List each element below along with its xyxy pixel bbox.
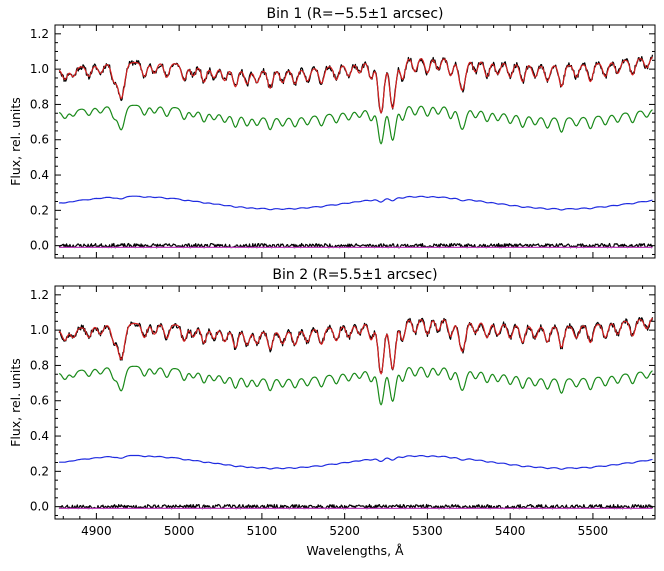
x-tick-label: 5400 — [495, 524, 526, 538]
y-tick-label: 0.8 — [30, 358, 49, 372]
y-tick-label: 0.2 — [30, 203, 49, 217]
series-line-0 — [58, 317, 654, 374]
series-line-4 — [58, 503, 654, 510]
y-tick-label: 0.0 — [30, 500, 49, 514]
y-tick-label: 1.0 — [30, 62, 49, 76]
y-tick-label: 0.4 — [30, 168, 49, 182]
series-line-2 — [58, 365, 653, 406]
y-tick-label: 1.0 — [30, 323, 49, 337]
y-axis-label: Flux, rel. units — [8, 97, 23, 186]
x-tick-label: 5000 — [164, 524, 195, 538]
panel-bin-2: 4900 5000 5100 5200 5300 5400 5500 0.0 0.2 0.4 0.6… — [8, 267, 656, 558]
y-tick-label: 1.2 — [30, 27, 49, 41]
y-tick-label: 0.4 — [30, 429, 49, 443]
y-tick-label: 0.6 — [30, 394, 49, 408]
series-group — [58, 54, 654, 249]
x-tick-label: 5500 — [578, 524, 609, 538]
y-tick-label: 0.8 — [30, 97, 49, 111]
series-line-3 — [59, 195, 653, 211]
x-tick-label: 4900 — [81, 524, 112, 538]
plot-frame — [54, 24, 656, 259]
series-line-2 — [58, 104, 653, 145]
y-tick-label: 0.0 — [30, 239, 49, 253]
y-tick-label: 0.2 — [30, 464, 49, 478]
x-tick-label: 5100 — [247, 524, 278, 538]
series-line-4 — [58, 242, 654, 249]
series-line-0 — [58, 54, 654, 114]
x-axis-label: Wavelengths, Å — [306, 543, 404, 558]
series-line-1 — [58, 317, 653, 375]
panel-title: Bin 1 (R=−5.5±1 arcsec) — [267, 6, 444, 22]
x-tick-label: 5200 — [329, 524, 360, 538]
panel-bin-1: 0.0 0.2 0.4 0.6 0.8 1.0 1.2 Bin 1 (R=−5.5±1 arc… — [8, 6, 656, 259]
panel-title: Bin 2 (R=5.5±1 arcsec) — [272, 267, 437, 283]
y-tick-label: 1.2 — [30, 288, 49, 302]
x-tick-label: 5300 — [412, 524, 443, 538]
series-line-3 — [59, 454, 653, 470]
y-axis-label: Flux, rel. units — [8, 358, 23, 447]
series-group — [58, 317, 654, 510]
series-line-1 — [58, 56, 653, 114]
plot-frame — [54, 285, 656, 520]
y-tick-label: 0.6 — [30, 133, 49, 147]
